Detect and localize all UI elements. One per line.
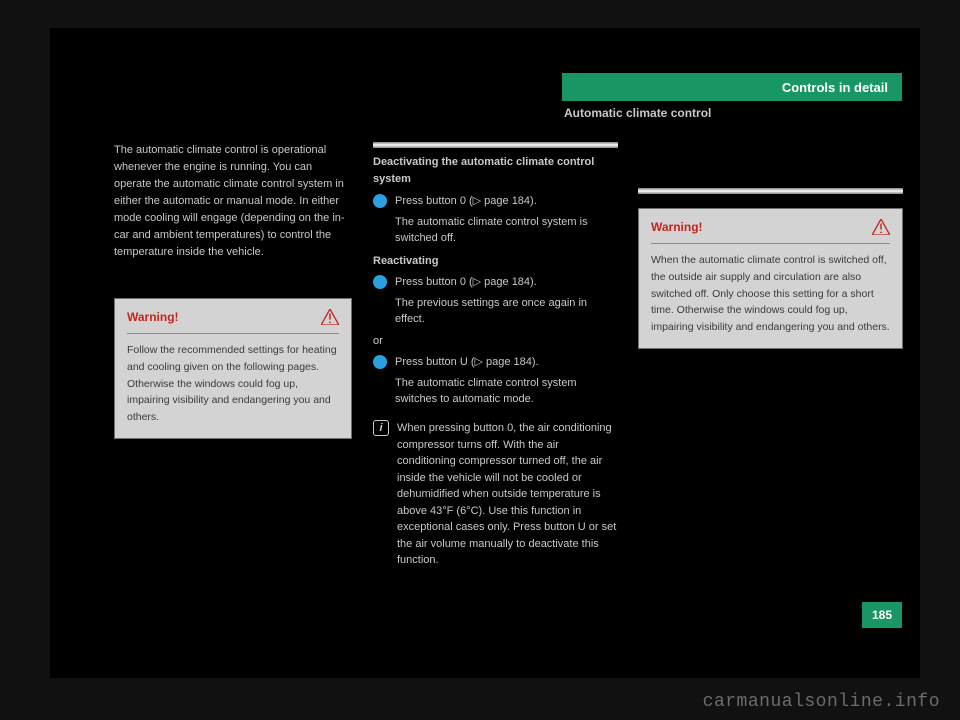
warning-body: Follow the recommended settings for heat… [127,342,339,426]
col2-bullet2: Press button 0 (▷ page 184). [395,274,605,291]
header-bar: Controls in detail [562,73,902,101]
warning-triangle-icon [872,219,890,235]
col2-divider-bar [373,142,618,148]
col2-heading: Deactivating the automatic climate contr… [373,154,618,188]
watermark: carmanualsonline.info [703,692,940,712]
page-number: 185 [862,602,902,628]
action-bullet-icon [373,275,387,289]
col2-info-row: i When pressing button 0, the air condit… [373,420,617,569]
col2-bullet3-row: Press button U (▷ page 184). The automat… [373,354,605,408]
warning-body: When the automatic climate control is sw… [651,252,890,336]
section-subtitle: Automatic climate control [564,106,711,120]
col2-bullet2-row: Press button 0 (▷ page 184). The previou… [373,274,605,328]
action-bullet-icon [373,194,387,208]
col1-intro: The automatic climate control is operati… [114,142,352,261]
page-container: Controls in detail Automatic climate con… [50,28,920,678]
header-title: Controls in detail [782,80,888,95]
warning-header: Warning! [127,309,339,334]
col2-bullet3-sub: The automatic climate control system swi… [395,375,605,408]
col2-or: or [373,333,383,350]
info-icon-letter: i [379,422,382,434]
warning-title: Warning! [127,310,179,324]
col2-bullet2-sub: The previous settings are once again in … [395,295,605,328]
action-bullet-icon [373,355,387,369]
col2-note-body: When pressing button 0, the air conditio… [397,420,617,569]
warning-title: Warning! [651,220,703,234]
warning-triangle-icon [321,309,339,325]
col2-bullet1-row: Press button 0 (▷ page 184). The automat… [373,193,605,247]
col2-heading2: Reactivating [373,253,438,270]
col3-warning-box: Warning! When the automatic climate cont… [638,208,903,349]
col3-divider-bar [638,188,903,194]
col1-warning-box: Warning! Follow the recommended settings… [114,298,352,439]
col2-bullet3: Press button U (▷ page 184). [395,354,605,371]
info-icon: i [373,420,389,436]
warning-header: Warning! [651,219,890,244]
col2-bullet1-sub: The automatic climate control system is … [395,214,605,247]
col2-bullet1: Press button 0 (▷ page 184). [395,193,605,210]
